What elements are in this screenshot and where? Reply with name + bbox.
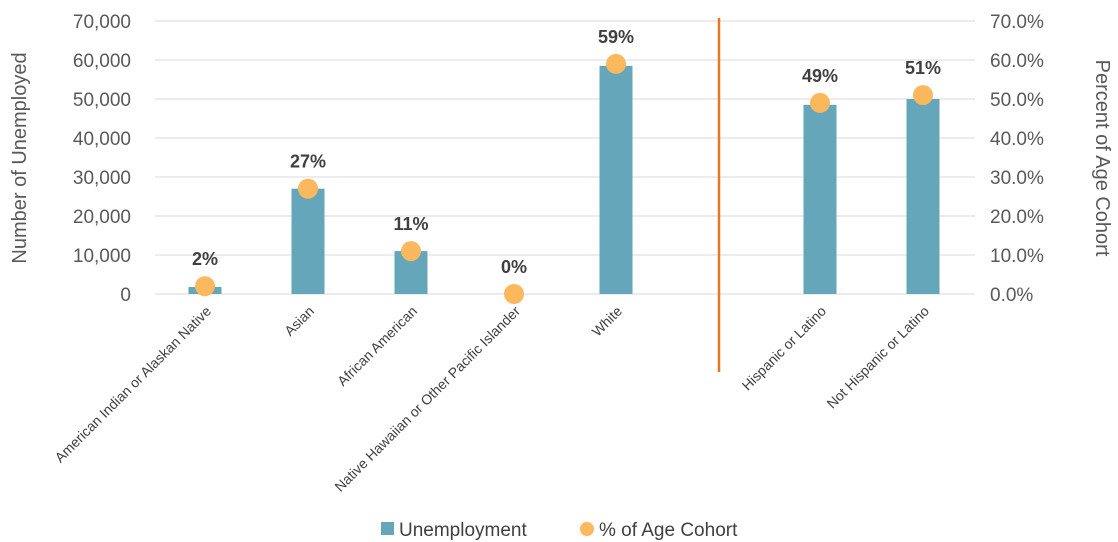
right-tick-label: 20.0% xyxy=(990,207,1044,228)
data-label: 27% xyxy=(290,152,326,172)
left-tick-label: 0 xyxy=(120,285,131,306)
category-label: Native Hawaiian or Other Pacific Islande… xyxy=(331,303,523,495)
data-label: 11% xyxy=(393,214,428,234)
right-axis-title: Percent of Age Cohort xyxy=(1091,60,1113,257)
category-label: Asian xyxy=(281,303,317,339)
point xyxy=(195,276,215,297)
right-tick-label: 30.0% xyxy=(990,168,1044,189)
data-label: 2% xyxy=(192,249,218,269)
points xyxy=(195,53,933,304)
left-tick-label: 20,000 xyxy=(73,207,131,228)
gridlines xyxy=(155,20,975,295)
right-tick-label: 10.0% xyxy=(990,246,1044,267)
right-tick-label: 50.0% xyxy=(990,90,1044,111)
left-tick-label: 60,000 xyxy=(73,51,131,72)
left-axis-ticks: 0 10,000 20,000 30,000 40,000 50,000 60,000 70,… xyxy=(73,12,131,306)
category-labels: American Indian or Alaskan Native Asian Af… xyxy=(51,303,932,495)
data-label: 51% xyxy=(905,58,941,78)
left-tick-label: 40,000 xyxy=(73,129,131,150)
point xyxy=(606,53,626,74)
left-axis-title: Number of Unemployed xyxy=(9,52,31,263)
legend: Unemployment % of Age Cohort xyxy=(381,520,738,541)
left-tick-label: 70,000 xyxy=(73,12,131,33)
left-tick-label: 50,000 xyxy=(73,90,131,111)
point xyxy=(913,85,933,106)
right-tick-label: 60.0% xyxy=(990,51,1044,72)
right-axis-ticks: 0.0% 10.0% 20.0% 30.0% 40.0% 50.0% 60.0% 70.0% xyxy=(990,12,1044,306)
data-label: 0% xyxy=(501,257,527,277)
left-tick-label: 30,000 xyxy=(73,168,131,189)
right-tick-label: 40.0% xyxy=(990,129,1044,150)
legend-swatch-unemployment xyxy=(381,522,394,535)
left-tick-label: 10,000 xyxy=(73,246,131,267)
right-tick-label: 70.0% xyxy=(990,12,1044,33)
data-label: 59% xyxy=(598,27,634,47)
right-tick-label: 0.0% xyxy=(990,285,1033,306)
category-label: White xyxy=(588,303,625,340)
point xyxy=(504,284,524,304)
category-label: Not Hispanic or Latino xyxy=(823,303,932,412)
bar xyxy=(803,104,837,294)
legend-swatch-age-cohort xyxy=(580,522,594,536)
point xyxy=(401,241,421,262)
category-label: African American xyxy=(334,303,420,389)
bar xyxy=(906,99,940,294)
point xyxy=(298,178,318,199)
bar xyxy=(599,65,633,294)
category-label: American Indian or Alaskan Native xyxy=(51,303,214,466)
legend-label-age-cohort: % of Age Cohort xyxy=(599,520,738,541)
legend-label-unemployment: Unemployment xyxy=(399,520,527,541)
point xyxy=(810,92,830,113)
data-labels: 2% 27% 11% 0% 59% 49% 51% xyxy=(192,27,941,277)
category-label: Hispanic or Latino xyxy=(739,303,830,394)
data-label: 49% xyxy=(802,66,838,86)
bar xyxy=(291,188,325,294)
